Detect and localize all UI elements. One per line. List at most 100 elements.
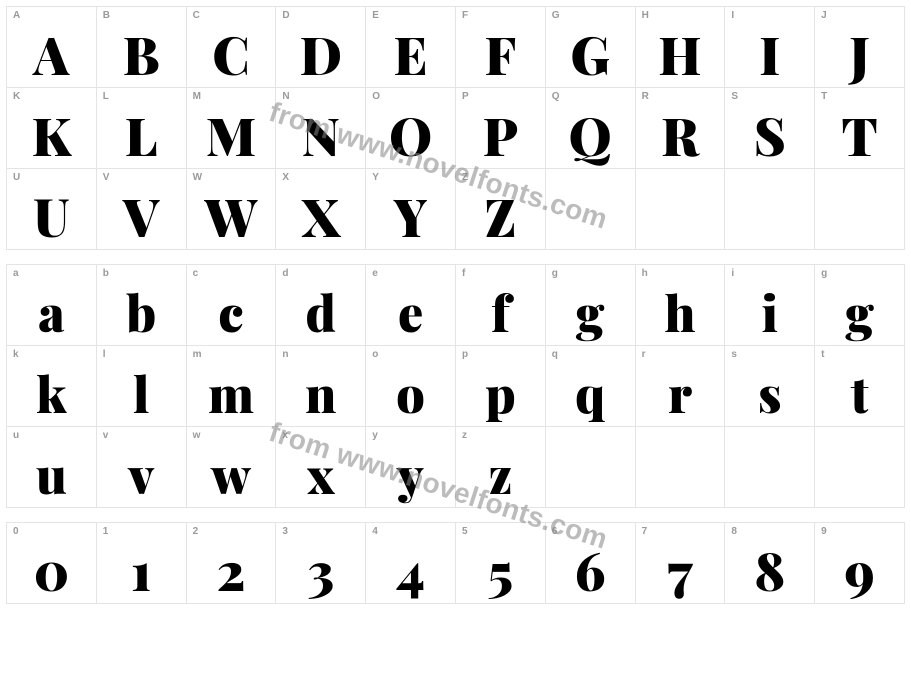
glyph: s bbox=[758, 368, 782, 418]
glyph-cell: 88 bbox=[725, 523, 815, 604]
glyph-cell: VV bbox=[96, 169, 186, 250]
glyph-cell-label: B bbox=[103, 10, 110, 21]
glyph: r bbox=[668, 368, 692, 418]
glyph: e bbox=[398, 287, 423, 337]
glyph-cell: TT bbox=[815, 88, 905, 169]
glyph-cell: ii bbox=[725, 265, 815, 346]
glyph-cell-label: 2 bbox=[193, 526, 199, 537]
glyph-cell-label: z bbox=[462, 430, 467, 441]
glyph-cell: rr bbox=[635, 346, 725, 427]
glyph-cell bbox=[635, 427, 725, 508]
glyph: g bbox=[576, 287, 605, 337]
glyph-cell: 33 bbox=[276, 523, 366, 604]
glyph-cell-label: T bbox=[821, 91, 827, 102]
glyph-cell bbox=[545, 169, 635, 250]
glyph-cell-label: W bbox=[193, 172, 202, 183]
glyph: G bbox=[571, 29, 610, 81]
glyph-cell-label: w bbox=[193, 430, 201, 441]
glyph: X bbox=[302, 191, 340, 243]
glyph: p bbox=[485, 368, 516, 418]
glyph: t bbox=[851, 368, 869, 418]
glyph: b bbox=[126, 287, 156, 337]
glyph: 6 bbox=[575, 545, 606, 597]
glyph: K bbox=[32, 110, 71, 162]
glyph: E bbox=[394, 29, 428, 81]
glyph-cell: uu bbox=[7, 427, 97, 508]
glyph-cell-label: 1 bbox=[103, 526, 109, 537]
glyph: U bbox=[33, 191, 69, 243]
glyph-cell: yy bbox=[366, 427, 456, 508]
row-separator bbox=[7, 250, 905, 265]
glyph-cell: OO bbox=[366, 88, 456, 169]
glyph-cell-label: I bbox=[731, 10, 734, 21]
glyph-cell bbox=[815, 427, 905, 508]
glyph-cell-label: x bbox=[282, 430, 288, 441]
glyph-cell: tt bbox=[815, 346, 905, 427]
glyph-cell: QQ bbox=[545, 88, 635, 169]
glyph-cell: SS bbox=[725, 88, 815, 169]
glyph: q bbox=[575, 368, 605, 418]
glyph-cell-label: 5 bbox=[462, 526, 468, 537]
glyph: 4 bbox=[396, 545, 425, 597]
glyph-cell-label: L bbox=[103, 91, 109, 102]
glyph-cell bbox=[635, 169, 725, 250]
glyph: V bbox=[123, 191, 159, 243]
glyph: k bbox=[36, 368, 66, 418]
glyph-cell-label: K bbox=[13, 91, 20, 102]
glyph-cell-label: 4 bbox=[372, 526, 378, 537]
glyph: l bbox=[133, 368, 149, 418]
glyph: M bbox=[206, 110, 256, 162]
glyph-cell: zz bbox=[455, 427, 545, 508]
glyph-cell: RR bbox=[635, 88, 725, 169]
glyph-cell-label: O bbox=[372, 91, 380, 102]
glyph-cell: 77 bbox=[635, 523, 725, 604]
glyph-cell-label: v bbox=[103, 430, 109, 441]
glyph: 5 bbox=[488, 545, 513, 597]
glyph-cell-label: y bbox=[372, 430, 378, 441]
glyph-cell-label: 8 bbox=[731, 526, 737, 537]
glyph-cell-label: X bbox=[282, 172, 289, 183]
glyph-cell-label: r bbox=[642, 349, 646, 360]
glyph-cell: mm bbox=[186, 346, 276, 427]
glyph-cell-label: J bbox=[821, 10, 827, 21]
glyph: R bbox=[661, 110, 699, 162]
glyph-cell: 22 bbox=[186, 523, 276, 604]
glyph: y bbox=[397, 449, 423, 499]
glyph-chart: AABBCCDDEEFFGGHHIIJJKKLLMMNNOOPPQQRRSSTT… bbox=[6, 6, 905, 604]
glyph: x bbox=[307, 449, 334, 499]
glyph-cell: 55 bbox=[455, 523, 545, 604]
glyph: J bbox=[849, 29, 869, 81]
glyph-cell: HH bbox=[635, 7, 725, 88]
glyph-cell: hh bbox=[635, 265, 725, 346]
glyph: i bbox=[762, 287, 779, 337]
glyph-cell-label: Q bbox=[552, 91, 560, 102]
glyph: 1 bbox=[131, 545, 151, 597]
glyph: 2 bbox=[217, 545, 246, 597]
glyph: h bbox=[664, 287, 695, 337]
glyph: 7 bbox=[667, 545, 692, 597]
glyph: u bbox=[36, 449, 67, 499]
glyph-cell: kk bbox=[7, 346, 97, 427]
glyph: T bbox=[841, 110, 877, 162]
glyph-cell: BB bbox=[96, 7, 186, 88]
glyph-cell: gg bbox=[815, 265, 905, 346]
glyph-cell: CC bbox=[186, 7, 276, 88]
glyph: S bbox=[754, 110, 786, 162]
glyph-cell: 99 bbox=[815, 523, 905, 604]
glyph-cell: AA bbox=[7, 7, 97, 88]
glyph-cell-label: U bbox=[13, 172, 20, 183]
glyph-cell-label: l bbox=[103, 349, 106, 360]
glyph-cell-label: n bbox=[282, 349, 288, 360]
glyph-cell-label: t bbox=[821, 349, 824, 360]
glyph: L bbox=[125, 110, 158, 162]
glyph-cell-label: o bbox=[372, 349, 378, 360]
glyph-cell: gg bbox=[545, 265, 635, 346]
glyph: A bbox=[33, 29, 69, 81]
glyph: H bbox=[658, 29, 701, 81]
glyph: z bbox=[489, 449, 513, 499]
glyph-cell: UU bbox=[7, 169, 97, 250]
glyph-cell-label: p bbox=[462, 349, 468, 360]
glyph-cell bbox=[545, 427, 635, 508]
glyph-cell: LL bbox=[96, 88, 186, 169]
glyph: w bbox=[211, 449, 251, 499]
